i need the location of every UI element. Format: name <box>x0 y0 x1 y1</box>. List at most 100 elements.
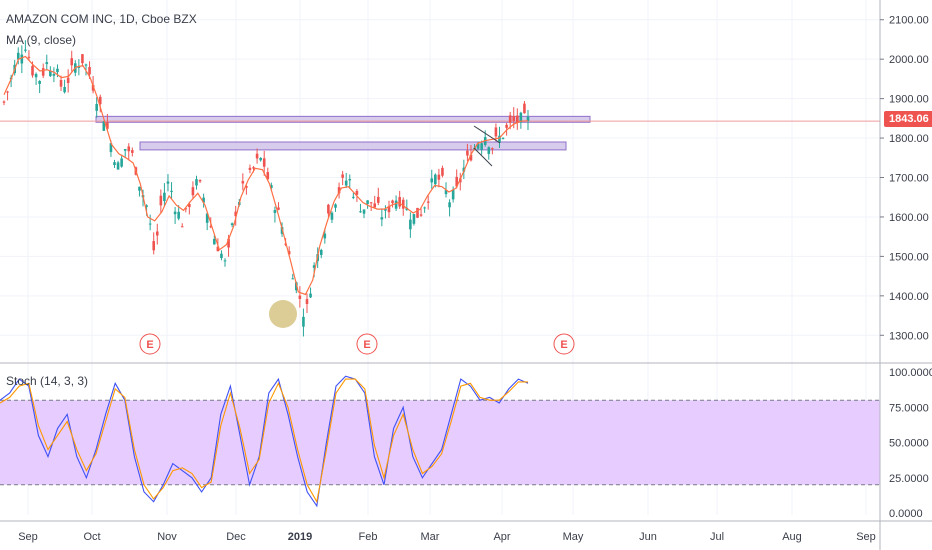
candle-body <box>259 157 262 161</box>
candle-body <box>376 196 380 203</box>
candle-body <box>287 251 291 255</box>
candle-body <box>202 197 205 203</box>
candle-body <box>430 178 434 183</box>
candle-body <box>109 143 113 153</box>
candle-body <box>344 180 348 186</box>
candle-body <box>24 49 27 51</box>
candle-body <box>526 116 530 121</box>
candle-body <box>401 199 405 209</box>
candle-body <box>516 115 519 123</box>
x-tick-label: Jul <box>710 531 724 543</box>
candle-body <box>170 190 173 192</box>
earnings-label: E <box>560 339 567 351</box>
candle-body <box>355 190 359 195</box>
candle-body <box>480 143 483 150</box>
candle-body <box>116 162 120 170</box>
candle-body <box>230 223 234 226</box>
candle-body <box>123 149 127 151</box>
trend-line <box>473 147 493 167</box>
moving-average-line <box>3 55 529 296</box>
candle-body <box>334 204 337 208</box>
candle-body <box>227 238 230 248</box>
candle-body <box>252 167 255 169</box>
candle-body <box>291 278 295 280</box>
candle-body <box>330 212 334 220</box>
y-tick-label: 1800.00 <box>889 133 929 145</box>
candle-body <box>352 196 355 198</box>
candle-body <box>362 209 366 214</box>
candle-body <box>241 181 245 184</box>
stoch-legend: Stoch (14, 3, 3) <box>6 374 89 388</box>
candle-body <box>409 219 412 230</box>
y-tick-label: 1500.00 <box>889 251 929 263</box>
candle-body <box>34 73 38 78</box>
candle-body <box>52 74 56 76</box>
earnings-icon: E <box>356 333 378 355</box>
ma-legend: MA (9, close) <box>6 33 77 47</box>
candle-body <box>455 176 459 187</box>
candle-body <box>152 241 156 251</box>
candle-body <box>173 211 177 215</box>
stoch-k-line <box>0 375 529 508</box>
earnings-badge <box>139 333 161 355</box>
candle-body <box>523 103 526 114</box>
candle-body <box>270 185 273 189</box>
candle-body <box>127 146 131 152</box>
x-tick-label: Mar <box>421 531 440 543</box>
candle-body <box>444 190 448 195</box>
candle-body <box>113 162 116 166</box>
candle-body <box>166 181 170 184</box>
candle-body <box>262 158 266 167</box>
candle-body <box>487 147 491 154</box>
candle-body <box>38 80 41 84</box>
candle-body <box>49 70 52 77</box>
candle-body <box>476 143 480 149</box>
candle-body <box>398 197 401 207</box>
candle-body <box>245 186 248 188</box>
candle-body <box>248 167 252 170</box>
candle-body <box>394 200 398 209</box>
candle-body <box>387 206 391 213</box>
candle-body <box>323 233 327 239</box>
resistance-zone <box>139 141 567 151</box>
candle-body <box>191 187 195 196</box>
candle-body <box>98 96 102 105</box>
candle-body <box>441 167 444 176</box>
candle-body <box>437 174 441 180</box>
candle-body <box>59 79 63 87</box>
symbol-title: AMAZON COM INC, 1D, Cboe BZX <box>6 12 197 26</box>
candle-body <box>81 54 84 64</box>
x-tick-label: Apr <box>493 531 510 543</box>
candle-body <box>177 211 180 219</box>
candle-body <box>305 299 309 305</box>
candle-body <box>298 295 302 299</box>
candle-body <box>63 87 66 93</box>
candle-body <box>501 137 505 139</box>
candle-body <box>95 104 98 111</box>
earnings-badge <box>553 333 575 355</box>
earnings-icon: E <box>139 333 161 355</box>
candle-body <box>312 265 316 268</box>
y-tick-label: 1600.00 <box>889 212 929 224</box>
x-tick-label: Nov <box>157 531 177 543</box>
candle-body <box>419 214 423 216</box>
candle-body <box>234 211 238 217</box>
earnings-badge <box>356 333 378 355</box>
x-tick-label: 2019 <box>288 531 312 543</box>
x-tick-label: May <box>563 531 584 543</box>
candle-body <box>359 211 362 213</box>
x-tick-label: Sep <box>18 531 38 543</box>
y-tick-label: 1900.00 <box>889 94 929 106</box>
x-tick-label: Oct <box>83 531 100 543</box>
earnings-icon: E <box>553 333 575 355</box>
candle-body <box>155 231 159 236</box>
candle-body <box>145 205 148 207</box>
candle-body <box>31 65 34 76</box>
candle-body <box>56 68 59 73</box>
y-tick-label: 1700.00 <box>889 173 929 185</box>
candle-body <box>327 204 330 214</box>
last-price-tag: 1843.06 <box>884 111 932 127</box>
candle-body <box>426 201 430 203</box>
candle-body <box>369 202 373 204</box>
